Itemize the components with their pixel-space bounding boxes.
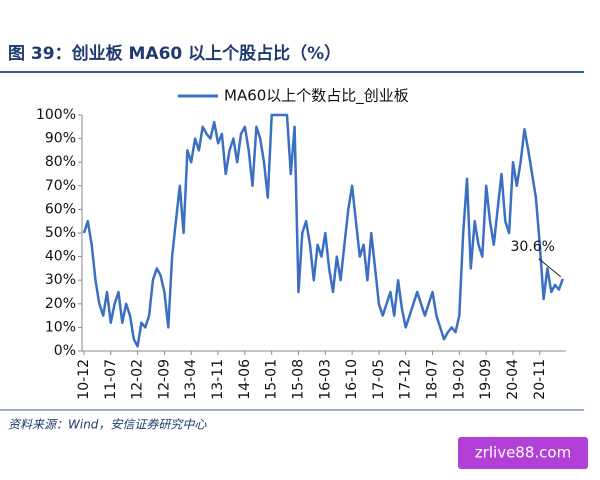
watermark-box [458,437,588,469]
y-tick-label: 30% [45,272,76,288]
x-tick-label: 20-04 [505,359,521,400]
y-tick-label: 20% [45,296,76,312]
legend-label: MA60以上个数占比_创业板 [224,87,409,106]
y-tick-label: 100% [36,107,76,123]
series-line [82,113,564,348]
x-tick-label: 18-07 [425,359,441,400]
x-tick-label: 15-01 [264,359,280,400]
y-tick-label: 90% [45,131,76,147]
x-tick-label: 13-11 [210,359,226,400]
annotation: 30.6% [511,239,555,255]
y-tick-label: 10% [45,319,76,335]
x-tick-label: 11-07 [103,359,119,400]
x-tick-label: 14-06 [237,359,253,400]
x-tick-label: 19-02 [451,359,467,400]
source: 资料来源：Wind，安信证券研究中心 [8,418,207,432]
x-tick-label: 10-12 [76,359,92,400]
y-tick-label: 80% [45,154,76,170]
x-tick-label: 17-12 [398,359,414,400]
x-tick-label: 12-09 [156,359,172,400]
x-tick-label: 17-05 [371,359,387,400]
y-tick-label: 0% [54,343,76,359]
x-tick-label: 12-02 [130,359,146,400]
y-tick-label: 60% [45,201,76,217]
watermark: zrlive88.com [475,444,571,462]
y-tick-label: 50% [45,225,76,241]
x-tick-label: 13-04 [183,359,199,400]
x-tick-label: 16-10 [344,359,360,400]
x-tick-label: 20-11 [532,359,548,400]
x-tick-label: 19-09 [478,359,494,400]
x-tick-label: 15-08 [290,359,306,400]
chart-title: 图 39：创业板 MA60 以上个股占比（%） [8,43,341,64]
y-tick-label: 40% [45,249,76,265]
x-tick-label: 16-03 [317,359,333,400]
annotation-arrow [538,258,562,278]
y-tick-label: 70% [45,178,76,194]
